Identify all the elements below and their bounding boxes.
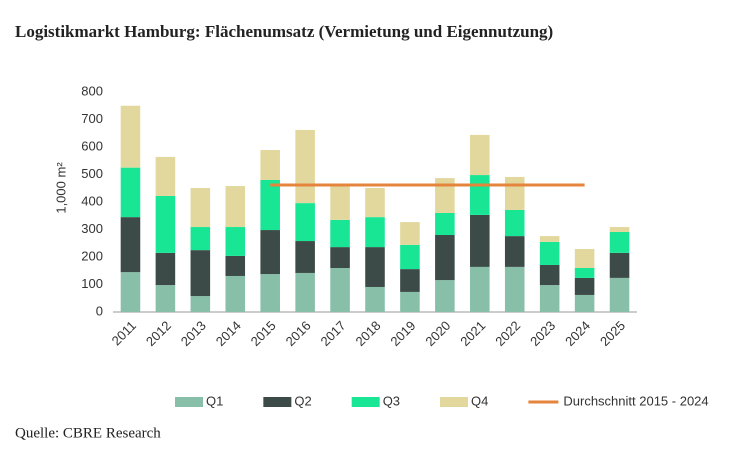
bar-segment xyxy=(365,187,385,218)
x-tick-label: 2015 xyxy=(248,318,279,349)
legend-swatch xyxy=(263,397,292,407)
y-tick-label: 0 xyxy=(96,303,103,318)
bar-segment xyxy=(365,247,385,287)
x-tick-label: 2021 xyxy=(457,318,488,349)
bar-segment xyxy=(470,214,490,267)
bar-segment xyxy=(504,209,525,237)
bar-segment xyxy=(295,241,315,273)
bar-segment xyxy=(365,217,385,248)
y-tick-label: 100 xyxy=(81,276,103,291)
bar-segment xyxy=(260,230,280,275)
bar-segment xyxy=(539,285,560,312)
bar-segment xyxy=(295,272,315,312)
bar-segment xyxy=(190,296,211,312)
bar-segment xyxy=(609,231,630,253)
bar-segment xyxy=(539,264,560,286)
bar-segment xyxy=(155,156,176,196)
bar-segment xyxy=(330,268,350,312)
bar-segment xyxy=(574,249,595,268)
bar-segment xyxy=(155,195,176,253)
bar-segment xyxy=(120,272,141,312)
y-tick-label: 600 xyxy=(81,138,103,153)
y-tick-label: 800 xyxy=(81,83,103,98)
x-tick-label: 2022 xyxy=(492,318,523,349)
bar-segment xyxy=(574,268,595,278)
legend-label: Q2 xyxy=(294,393,311,408)
bar-segment xyxy=(609,252,630,278)
bar-segment xyxy=(435,213,455,235)
legend-swatch xyxy=(440,397,469,407)
legend-swatch xyxy=(175,397,203,407)
x-tick-label: 2014 xyxy=(213,318,244,349)
x-tick-label: 2024 xyxy=(562,318,593,349)
bar-segment xyxy=(435,280,455,312)
bar-segment xyxy=(609,277,630,312)
bar-segment xyxy=(470,266,490,312)
bar-segment xyxy=(365,286,385,312)
legend-label: Q1 xyxy=(206,393,223,408)
bar-segment xyxy=(400,291,420,312)
y-tick-label: 700 xyxy=(81,111,103,126)
bar-segment xyxy=(400,222,420,245)
bar-segment xyxy=(155,252,176,286)
x-tick-label: 2025 xyxy=(597,318,628,349)
bar-segment xyxy=(330,247,350,268)
legend-label: Q3 xyxy=(383,393,400,408)
bar-segment xyxy=(260,180,280,231)
x-tick-label: 2017 xyxy=(318,318,349,349)
x-tick-label: 2016 xyxy=(283,318,314,349)
bar-segment xyxy=(504,266,525,312)
bar-segment xyxy=(155,285,176,312)
y-tick-label: 300 xyxy=(81,221,103,236)
bar-segment xyxy=(400,244,420,270)
bar-segment xyxy=(504,176,525,210)
y-tick-label: 200 xyxy=(81,248,103,263)
x-tick-label: 2018 xyxy=(352,318,383,349)
bar-segment xyxy=(330,219,350,248)
bar-segment xyxy=(260,274,280,312)
x-tick-label: 2020 xyxy=(422,318,453,349)
bar-segment xyxy=(539,241,560,265)
bar-segment xyxy=(470,175,490,215)
bar-segment xyxy=(295,129,315,204)
bar-segment xyxy=(190,250,211,297)
bar-segment xyxy=(330,186,350,220)
bar-segment xyxy=(574,277,595,295)
bar-segment xyxy=(504,236,525,267)
bar-segment xyxy=(400,269,420,292)
bar-segment xyxy=(120,217,141,273)
chart-title: Logistikmarkt Hamburg: Flächenumsatz (Ve… xyxy=(15,22,553,41)
bar-segment xyxy=(190,227,211,251)
y-tick-label: 400 xyxy=(81,193,103,208)
bar-segment xyxy=(609,227,630,232)
legend-label: Durchschnitt 2015 - 2024 xyxy=(563,393,708,408)
y-axis-label: 1,000 m² xyxy=(53,162,68,214)
y-tick-label: 500 xyxy=(81,166,103,181)
bar-segment xyxy=(574,294,595,312)
bar-segment xyxy=(435,235,455,281)
bar-segment xyxy=(225,275,246,312)
bar-segment xyxy=(539,236,560,242)
x-tick-label: 2011 xyxy=(109,318,139,348)
x-tick-label: 2023 xyxy=(527,318,558,349)
x-tick-label: 2012 xyxy=(143,318,174,349)
bar-segment xyxy=(435,178,455,213)
bar-segment xyxy=(225,255,246,276)
bar-segment xyxy=(260,150,280,180)
x-tick-label: 2013 xyxy=(178,318,209,349)
bar-segment xyxy=(225,227,246,256)
bar-segment xyxy=(225,186,246,228)
bar-segment xyxy=(295,203,315,242)
legend-label: Q4 xyxy=(471,393,488,408)
bar-segment xyxy=(470,134,490,176)
legend-swatch xyxy=(351,397,380,407)
x-tick-label: 2019 xyxy=(387,318,418,349)
bar-segment xyxy=(190,187,211,228)
source: Quelle: CBRE Research xyxy=(15,425,161,441)
bar-segment xyxy=(120,105,141,168)
bar-segment xyxy=(120,167,141,218)
